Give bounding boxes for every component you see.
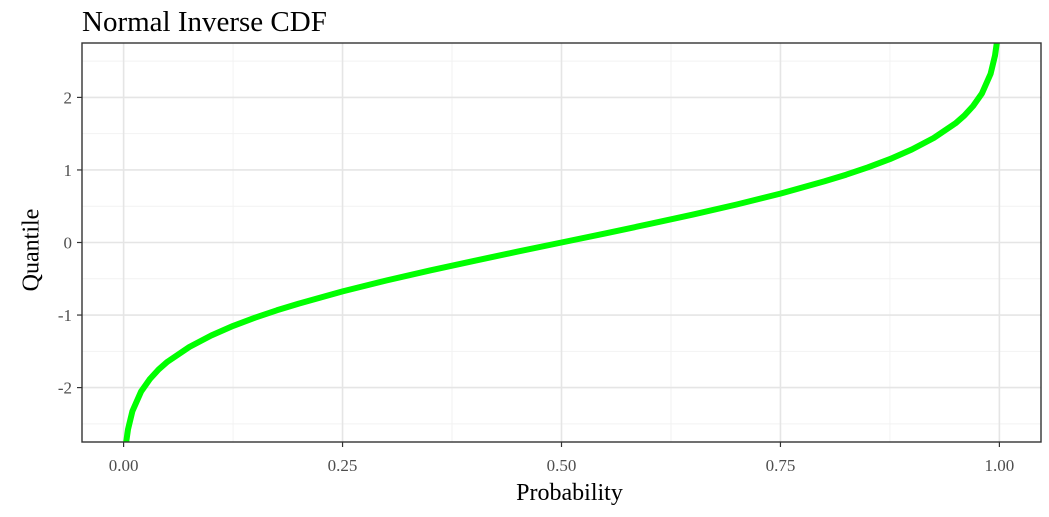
chart-title: Normal Inverse CDF — [82, 6, 327, 38]
y-tick-label: -1 — [58, 306, 72, 325]
x-axis-title: Probability — [516, 480, 623, 506]
y-tick-label: 0 — [64, 234, 73, 253]
x-tick-label: 0.25 — [328, 456, 358, 475]
x-tick-label: 0.50 — [547, 456, 577, 475]
x-tick-label: 0.75 — [766, 456, 796, 475]
y-tick-label: -2 — [58, 379, 72, 398]
y-tick-label: 2 — [64, 88, 73, 107]
series-line — [123, 42, 1000, 443]
x-tick-label: 0.00 — [109, 456, 139, 475]
y-axis-title: Quantile — [18, 208, 45, 292]
y-tick-label: 1 — [64, 161, 73, 180]
x-tick-label: 1.00 — [985, 456, 1015, 475]
